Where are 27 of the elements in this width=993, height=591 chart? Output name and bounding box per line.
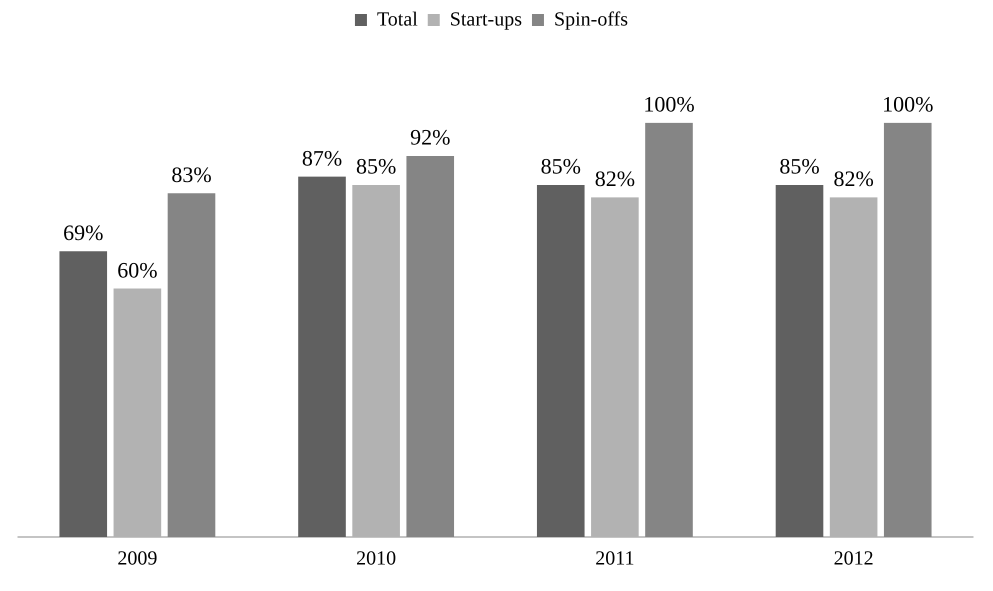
x-tick-label: 2011 (595, 547, 635, 570)
data-label: 69% (63, 220, 104, 246)
x-tick-label: 2010 (356, 547, 396, 570)
data-label: 83% (171, 162, 212, 188)
data-label: 82% (594, 166, 636, 192)
bar (352, 184, 400, 537)
bar (59, 251, 108, 537)
x-tick-label: 2009 (117, 547, 158, 570)
legend-label: Spin-offs (554, 8, 628, 30)
data-label: 60% (117, 257, 158, 282)
data-label: 100% (643, 92, 695, 117)
bar (114, 288, 162, 537)
legend-label: Total (376, 8, 418, 30)
data-label: 85% (540, 154, 581, 179)
data-label: 87% (302, 145, 342, 170)
bar (776, 184, 824, 537)
bar (830, 197, 878, 537)
data-label: 85% (779, 154, 820, 179)
x-tick-label: 2012 (834, 547, 874, 570)
data-label: 100% (882, 92, 934, 117)
data-label: 85% (356, 154, 396, 179)
legend-label: Start-ups (450, 8, 522, 30)
data-label: 82% (833, 166, 874, 192)
bar (536, 184, 585, 537)
data-label: 92% (410, 124, 450, 150)
bar (591, 197, 639, 537)
bar (298, 176, 346, 537)
